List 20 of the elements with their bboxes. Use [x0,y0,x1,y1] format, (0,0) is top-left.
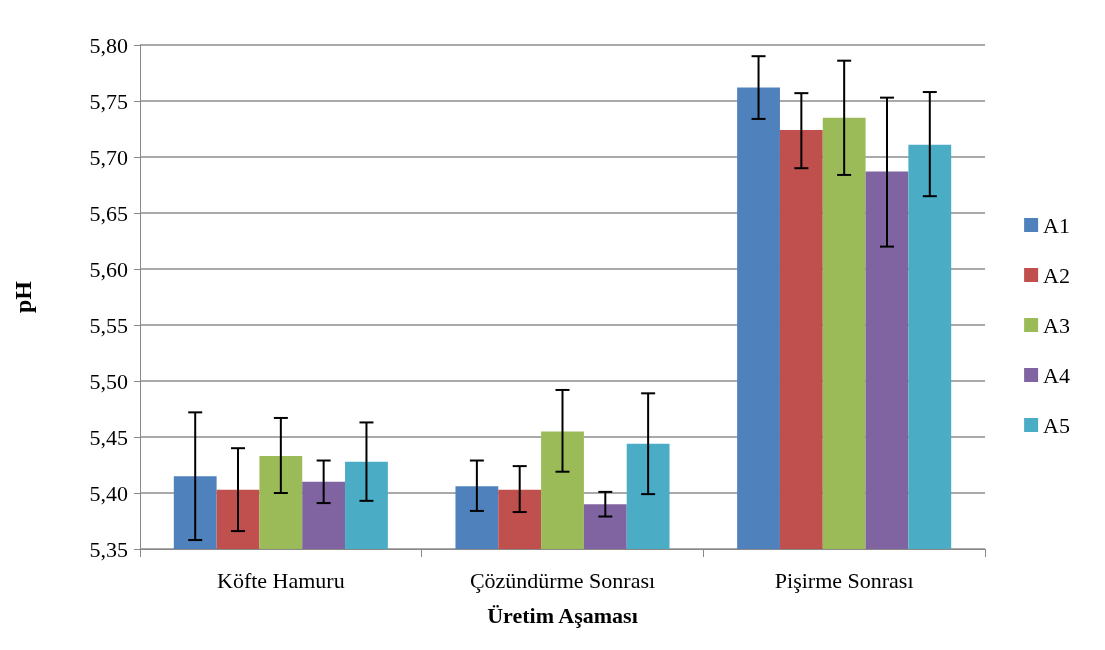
y-tick-label: 5,80 [89,32,128,58]
y-tick-label: 5,65 [89,200,128,226]
x-tick-label: Çözündürme Sonrası [469,567,656,593]
y-tick-label: 5,50 [89,368,128,394]
legend-label: A2 [1043,262,1070,288]
y-tick-label: 5,40 [89,480,128,506]
y-tick-label: 5,60 [89,256,128,282]
legend-label: A3 [1043,312,1070,338]
y-tick-label: 5,45 [89,424,128,450]
legend-label: A5 [1043,412,1070,438]
x-axis-title: Üretim Aşaması [487,602,638,628]
legend-label: A1 [1043,212,1070,238]
x-tick-label: Pişirme Sonrası [774,567,914,593]
x-tick-label: Köfte Hamuru [216,567,345,593]
y-tick-label: 5,35 [89,536,128,562]
legend-label: A4 [1043,362,1070,388]
y-tick-label: 5,55 [89,312,128,338]
y-tick-label: 5,75 [89,88,128,114]
y-tick-label: 5,70 [89,144,128,170]
y-axis-title: pH [10,280,36,314]
